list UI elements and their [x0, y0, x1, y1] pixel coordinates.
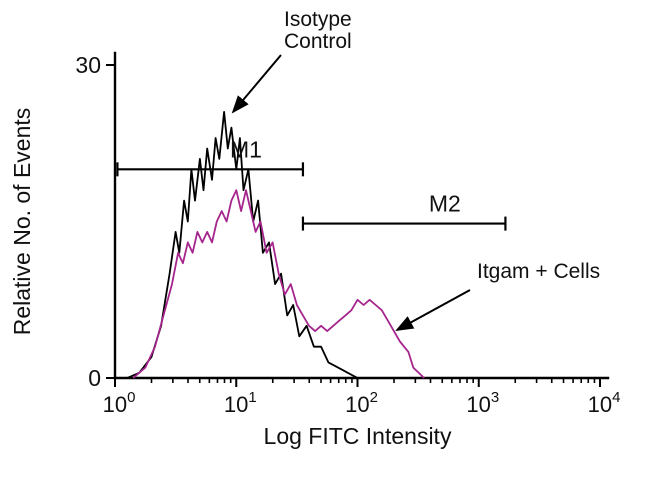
gate-label-M1: M1 [230, 136, 262, 162]
annotation-isotype-control: Isotype Control [284, 8, 352, 53]
x-tick-label: 100 [103, 389, 136, 417]
y-axis-label: Relative No. of Events [9, 108, 35, 336]
trace-isotype-control [126, 111, 358, 379]
x-tick-label: 104 [588, 389, 621, 417]
y-tick-label: 0 [88, 365, 101, 391]
x-tick-label: 103 [466, 389, 499, 417]
annotation-arrow-itgam-cells [395, 289, 471, 331]
chart-content: 100 101 102 103 104 0 30 M1 M2 Isotype Control Itga… [9, 8, 620, 449]
annotation-itgam-cells: Itgam + Cells [477, 260, 600, 283]
annotation-arrow-isotype-control [231, 54, 282, 114]
trace-itgam-cells [132, 189, 425, 379]
y-tick-label: 30 [75, 52, 101, 78]
gate-label-M2: M2 [429, 191, 461, 217]
x-tick-label: 101 [224, 389, 257, 417]
x-axis-label: Log FITC Intensity [264, 423, 452, 449]
x-tick-label: 102 [345, 389, 378, 417]
